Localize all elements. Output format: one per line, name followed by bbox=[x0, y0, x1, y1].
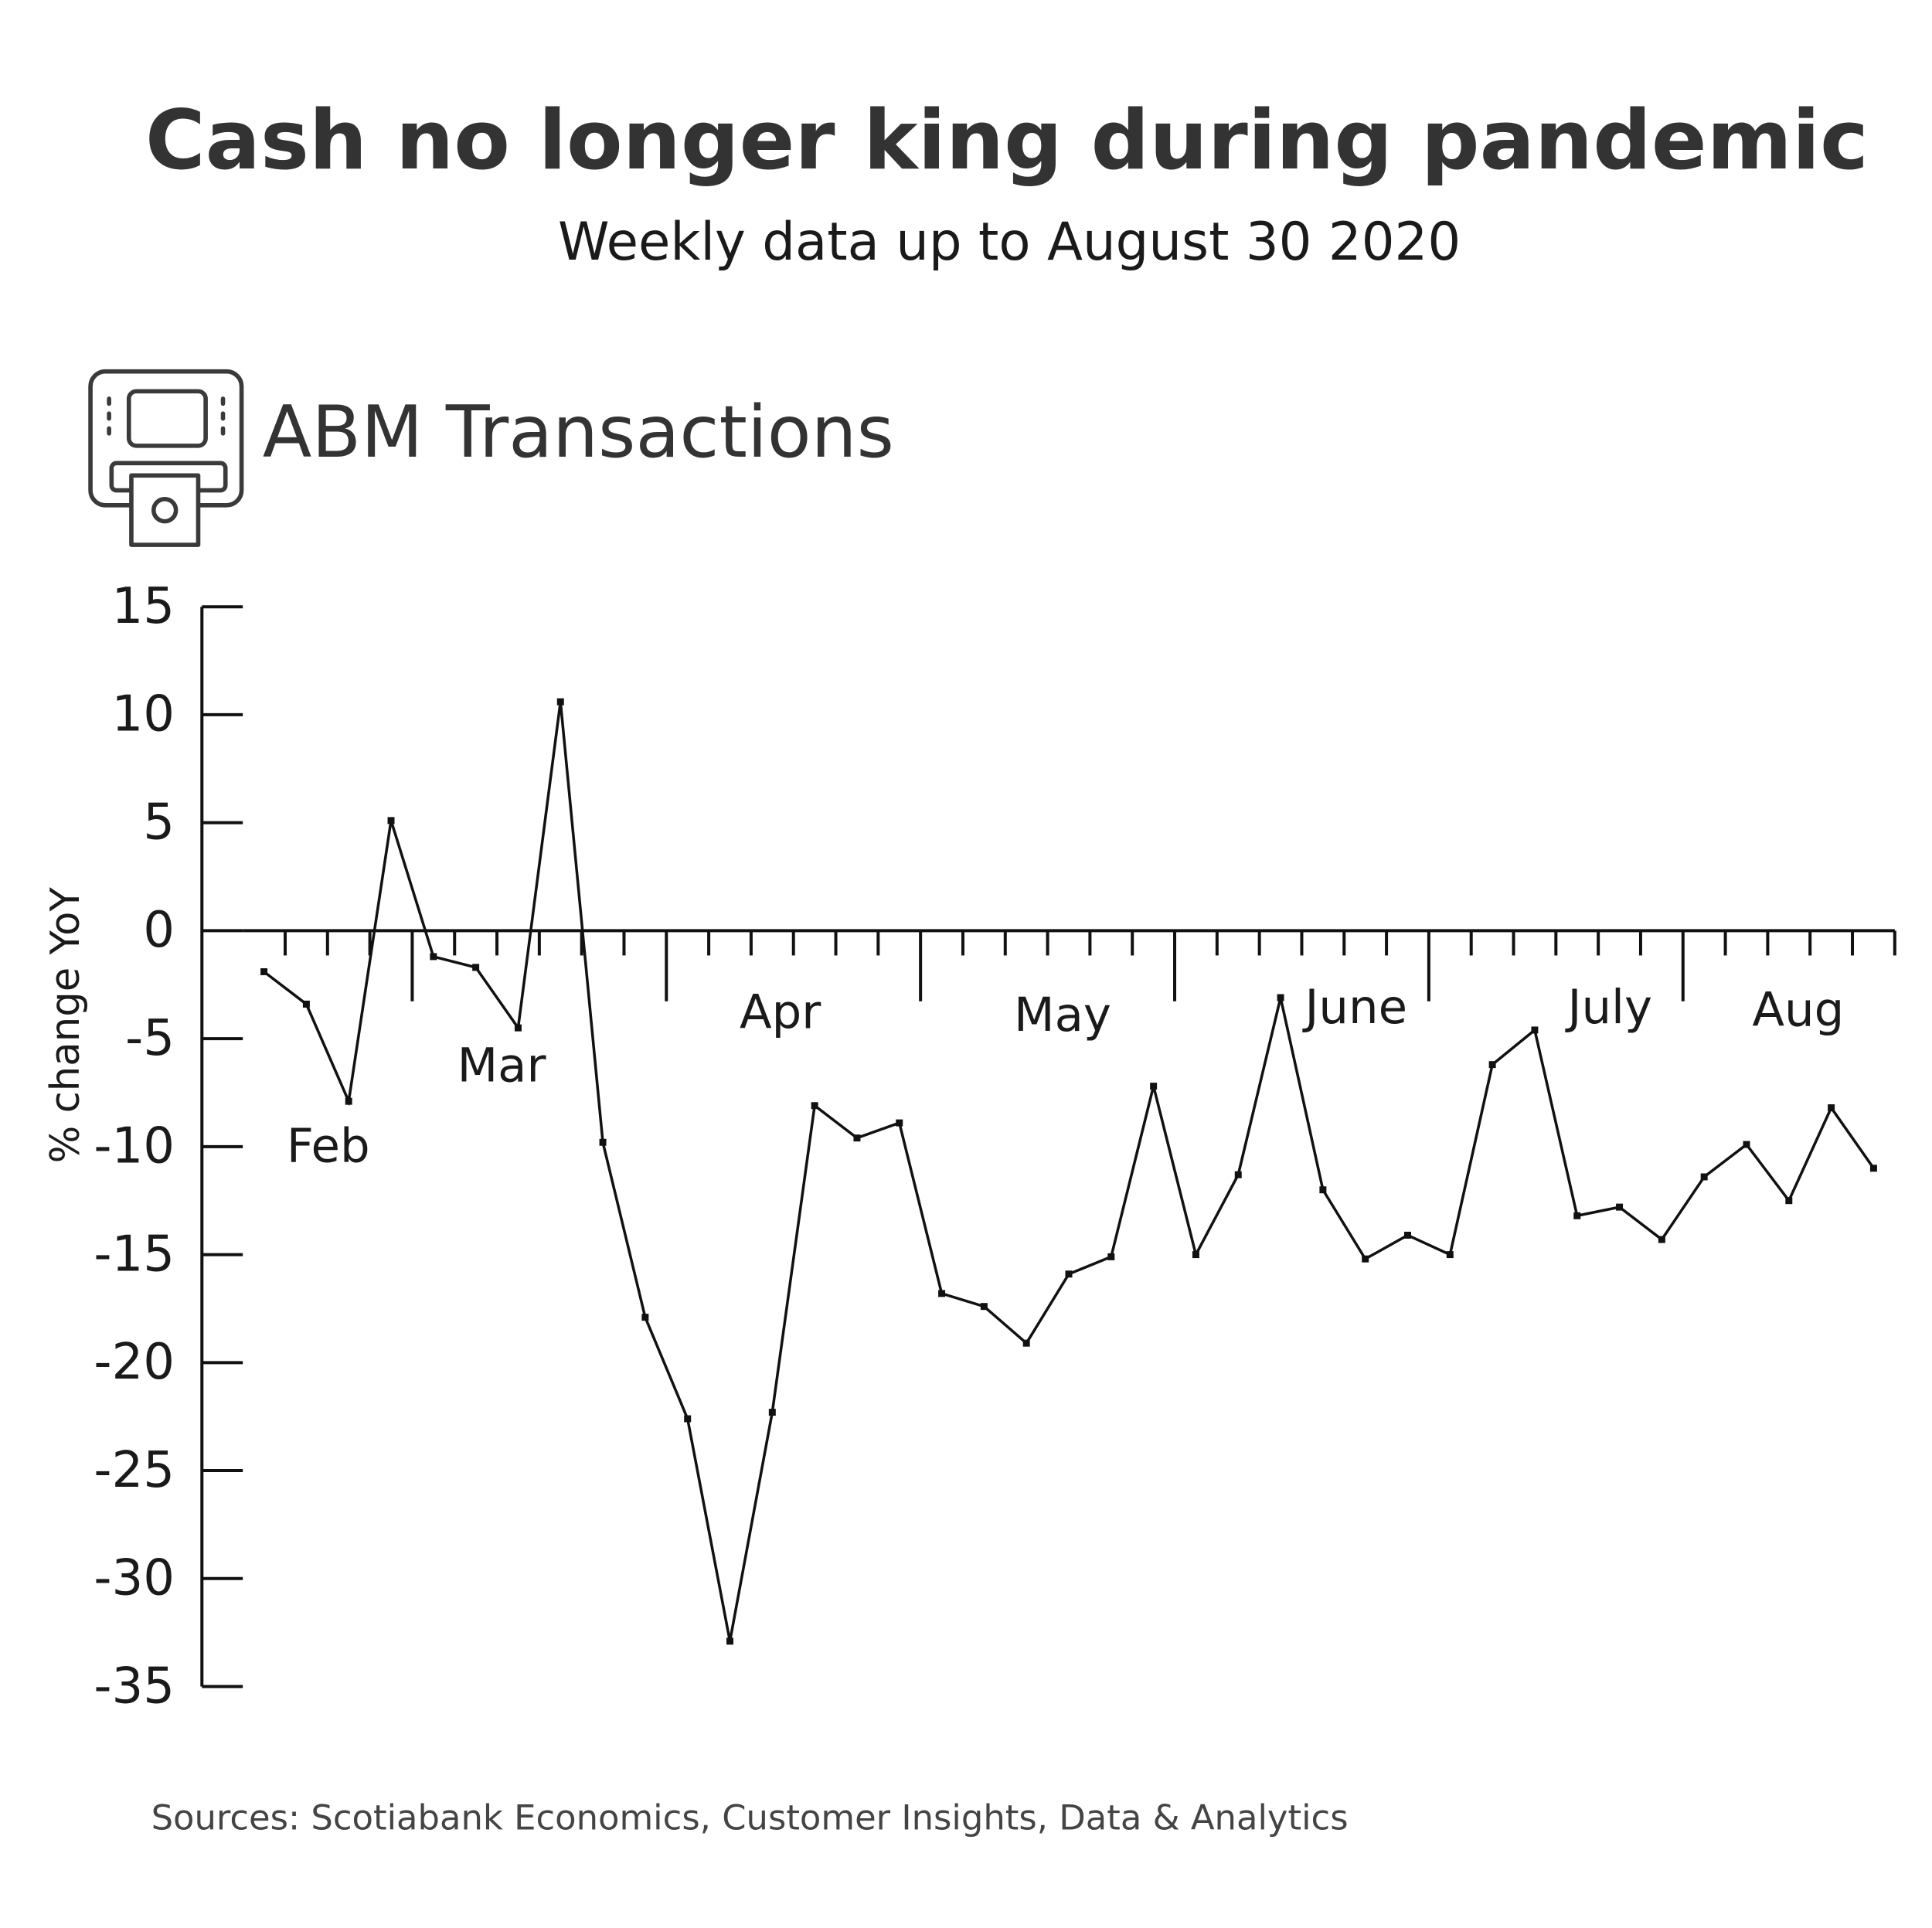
point-marker bbox=[1446, 1251, 1454, 1259]
point-marker bbox=[599, 1138, 607, 1146]
y-tick-label: 0 bbox=[143, 902, 175, 959]
x-tick-label: Mar bbox=[457, 1039, 547, 1093]
point-marker bbox=[1785, 1197, 1793, 1205]
point-marker bbox=[1150, 1083, 1158, 1090]
y-tick-label: -35 bbox=[94, 1658, 175, 1715]
point-marker bbox=[1319, 1186, 1327, 1194]
y-tick-label: 15 bbox=[111, 578, 175, 635]
point-marker bbox=[387, 817, 395, 825]
chart-subtitle: Weekly data up to August 30 2020 bbox=[558, 212, 1461, 272]
point-marker bbox=[1488, 1061, 1496, 1069]
point-marker bbox=[514, 1024, 522, 1032]
x-tick-label: Feb bbox=[287, 1119, 370, 1174]
point-marker bbox=[641, 1314, 649, 1321]
point-marker bbox=[556, 698, 564, 706]
point-marker bbox=[768, 1409, 776, 1416]
x-tick-label: July bbox=[1565, 980, 1652, 1035]
point-marker bbox=[1828, 1104, 1835, 1112]
point-marker bbox=[896, 1119, 903, 1127]
point-marker bbox=[1869, 1165, 1877, 1172]
point-marker bbox=[1700, 1173, 1708, 1181]
point-marker bbox=[853, 1134, 861, 1142]
atm-icon bbox=[88, 369, 244, 547]
point-marker bbox=[938, 1290, 946, 1297]
point-marker bbox=[1277, 994, 1284, 1001]
x-tick-label: Aug bbox=[1752, 982, 1844, 1037]
point-marker bbox=[1531, 1026, 1539, 1034]
y-tick-label: -15 bbox=[94, 1226, 175, 1283]
point-marker bbox=[811, 1102, 818, 1110]
point-marker bbox=[345, 1097, 352, 1105]
point-marker bbox=[684, 1415, 692, 1423]
y-tick-label: -20 bbox=[94, 1334, 175, 1391]
point-marker bbox=[1022, 1339, 1030, 1347]
x-tick-label: June bbox=[1301, 980, 1407, 1035]
point-marker bbox=[1743, 1141, 1750, 1148]
point-marker bbox=[1573, 1212, 1581, 1219]
series-line bbox=[263, 701, 1875, 1642]
panel-title: ABM Transactions bbox=[263, 390, 894, 474]
point-marker bbox=[430, 953, 437, 961]
point-marker bbox=[1404, 1231, 1411, 1239]
chart-title: Cash no longer king during pandemic bbox=[145, 93, 1869, 188]
x-tick-label: Apr bbox=[740, 985, 821, 1040]
point-marker bbox=[1616, 1203, 1624, 1211]
point-marker bbox=[1362, 1255, 1369, 1263]
point-marker bbox=[980, 1303, 988, 1311]
y-tick-label: -25 bbox=[94, 1442, 175, 1499]
point-marker bbox=[472, 964, 480, 971]
x-tick-label: May bbox=[1014, 988, 1111, 1042]
y-tick-label: -5 bbox=[125, 1010, 175, 1067]
source-note: Sources: Scotiabank Economics, Customer … bbox=[151, 1797, 1349, 1838]
y-tick-label: 10 bbox=[111, 686, 175, 743]
y-axis-label: % change YoY bbox=[43, 887, 89, 1164]
point-marker bbox=[1234, 1171, 1242, 1178]
point-marker bbox=[260, 968, 268, 975]
point-marker bbox=[726, 1637, 733, 1645]
point-marker bbox=[1192, 1251, 1199, 1259]
point-marker bbox=[302, 1000, 310, 1008]
point-marker bbox=[1065, 1270, 1073, 1278]
y-tick-label: -30 bbox=[94, 1550, 175, 1607]
y-tick-label: 5 bbox=[143, 794, 175, 851]
point-marker bbox=[1107, 1253, 1115, 1260]
point-marker bbox=[1658, 1236, 1665, 1243]
y-tick-label: -10 bbox=[94, 1118, 175, 1175]
